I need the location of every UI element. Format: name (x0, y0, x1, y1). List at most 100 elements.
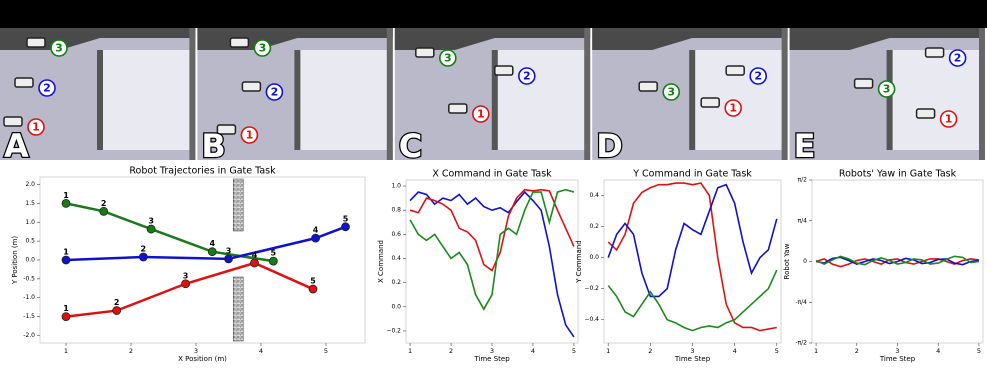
waypoint-label: 3 (183, 271, 189, 280)
y-tick-label: 0.0 (589, 254, 599, 261)
robot (700, 97, 720, 108)
series-line (607, 183, 778, 298)
robot-marker (948, 49, 967, 67)
waypoint (181, 279, 191, 289)
waypoint-label: 3 (148, 217, 154, 226)
waypoint-label: 1 (63, 191, 69, 200)
robot (415, 47, 435, 58)
y-axis-label: Y Position (m) (11, 236, 19, 286)
y-tick-label: −0.2 (386, 327, 401, 334)
robot-marker (253, 39, 272, 57)
wall-right (781, 28, 788, 160)
waypoint-label: 4 (313, 226, 319, 235)
wall-right (189, 28, 196, 160)
robot-marker (240, 126, 259, 144)
robot (3, 116, 23, 127)
y-tick-label: −0.2 (584, 285, 599, 292)
y-tick-label: −0.4 (584, 316, 599, 323)
x-tick-label: 3 (194, 347, 198, 355)
floor-light (297, 50, 393, 150)
y-tick-label: 0.8 (391, 207, 401, 214)
robot (216, 124, 237, 135)
y-tick-label: -1.5 (23, 313, 35, 320)
wall-mid (97, 50, 103, 150)
robot-marker (438, 49, 457, 67)
y-tick-label: 0.0 (25, 257, 35, 264)
wall-right (979, 28, 985, 160)
robot (915, 108, 936, 119)
waypoint-label: 2 (114, 298, 120, 307)
y-tick-label: 0.2 (391, 279, 401, 286)
x-tick-label: 4 (733, 347, 737, 355)
wall-mid (886, 50, 893, 150)
robot-marker (749, 67, 768, 85)
y-tick-label: 1.0 (25, 219, 35, 226)
chart-title: Robot Trajectories in Gate Task (129, 166, 276, 177)
robot-number: 2 (43, 82, 51, 95)
robot-marker (517, 67, 536, 85)
x-tick-label: 1 (64, 347, 68, 355)
waypoint (311, 233, 321, 243)
wall-top (0, 28, 196, 50)
waypoint (138, 252, 148, 262)
x-tick-label: 5 (572, 347, 576, 355)
chart-title: Y Command in Gate Task (632, 169, 752, 180)
robot-number: 3 (444, 52, 452, 65)
series-line (409, 188, 575, 272)
y-tick-label: -π/2 (795, 340, 807, 347)
robot (26, 37, 46, 48)
wall-mid (491, 50, 498, 150)
x-tick-label: 4 (531, 347, 535, 355)
series-line (815, 258, 980, 268)
x-tick-label: 4 (259, 347, 263, 355)
waypoint (146, 224, 156, 234)
x-tick-label: 1 (408, 347, 412, 355)
scene-panel: 1 2 3 E (789, 28, 985, 166)
robot-number: 3 (667, 86, 675, 99)
x-tick-label: 3 (490, 347, 494, 355)
x-tick-label: 2 (129, 347, 133, 355)
scene-panel: 1 2 3 B (197, 28, 393, 166)
y-tick-label: 0.5 (25, 238, 35, 245)
scene-panel: 1 2 3 C (394, 28, 591, 166)
waypoint-label: 5 (271, 249, 277, 258)
y-tick-label: π/2 (798, 177, 808, 184)
scene-panel: 1 2 3 A (0, 28, 196, 166)
wall-mid (294, 50, 301, 150)
robot (924, 47, 945, 58)
plot-frame (603, 179, 782, 344)
waypoint (61, 255, 71, 265)
y-tick-label: 0.2 (589, 223, 599, 230)
series-line (815, 256, 980, 266)
y-tick-label: π/4 (798, 217, 808, 224)
robot-marker (939, 110, 958, 128)
robot-number: 3 (259, 42, 267, 55)
waypoint-label: 3 (226, 246, 232, 255)
x-axis-label: Time Step (674, 355, 711, 363)
chart-title: X Command in Gate Task (432, 169, 552, 180)
x-tick-label: 2 (648, 347, 652, 355)
series-line (409, 188, 575, 311)
y-tick-label: 0.6 (391, 231, 401, 238)
waypoint-label: 4 (209, 239, 215, 248)
x-axis-label: Time Step (879, 355, 916, 363)
y-tick-label: -π/4 (795, 299, 807, 306)
robot-marker (877, 80, 896, 98)
robot (725, 65, 745, 76)
waypoint (341, 222, 350, 232)
wall-mid (689, 50, 696, 150)
robot (448, 103, 468, 114)
robot-number: 3 (55, 42, 63, 55)
y-axis-label: Robot Yaw (783, 243, 791, 279)
scene-panel: 1 2 3 D (592, 28, 788, 166)
robot-marker (50, 39, 68, 57)
robot-number: 3 (883, 83, 891, 96)
robot-number: 1 (32, 121, 40, 134)
panel-label: D (596, 127, 623, 165)
x-tick-label: 2 (449, 347, 453, 355)
wall-right (386, 28, 393, 160)
waypoint (207, 247, 217, 257)
gate-wall (233, 276, 244, 342)
robot (494, 65, 514, 76)
waypoint (61, 199, 71, 208)
